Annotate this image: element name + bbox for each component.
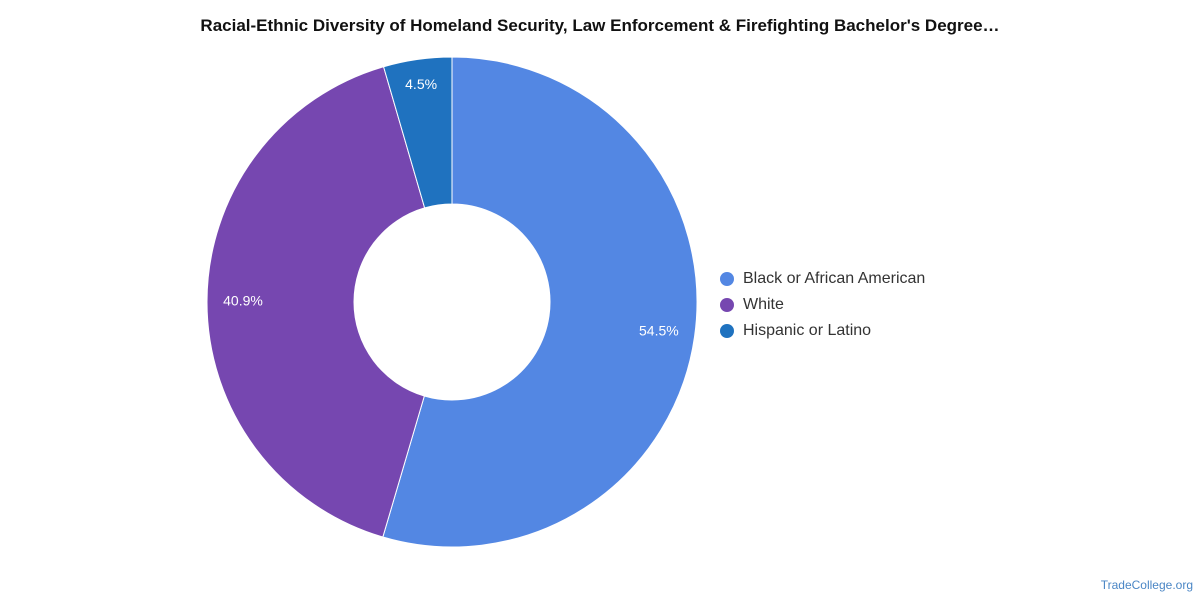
legend-label: Hispanic or Latino	[743, 322, 872, 339]
legend-item-white[interactable]: White	[720, 292, 925, 318]
legend-swatch	[720, 324, 734, 338]
legend-label: Black or African American	[743, 270, 926, 287]
legend-label: White	[743, 296, 784, 313]
legend-swatch	[720, 272, 734, 286]
slice-label-hispanic-or-latino: 4.5%	[405, 76, 437, 92]
legend-swatch	[720, 298, 734, 312]
slice-white[interactable]	[206, 66, 426, 538]
chart-title: Racial-Ethnic Diversity of Homeland Secu…	[200, 16, 1000, 35]
legend-item-black-or-african-american[interactable]: Black or African American	[720, 266, 925, 292]
slice-label-black-or-african-american: 54.5%	[639, 323, 679, 339]
legend-item-hispanic-or-latino[interactable]: Hispanic or Latino	[720, 318, 925, 344]
chart-legend: Black or African American White Hispanic…	[720, 266, 925, 344]
slice-black-or-african-american[interactable]	[382, 56, 698, 548]
site-watermark[interactable]: TradeCollege.org	[1100, 578, 1193, 592]
slice-hispanic-or-latino[interactable]	[382, 56, 453, 209]
slice-label-white: 40.9%	[223, 292, 263, 308]
